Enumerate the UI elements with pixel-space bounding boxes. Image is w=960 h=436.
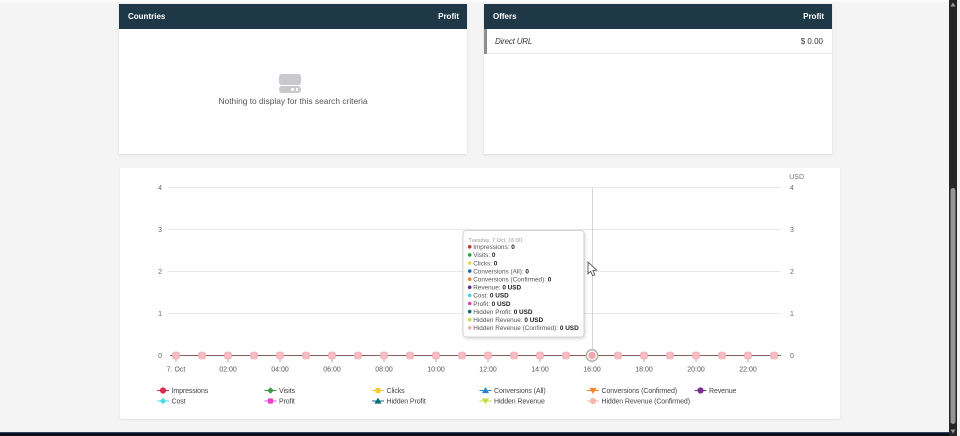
svg-text:10:00: 10:00 [427, 367, 445, 374]
svg-text:08:00: 08:00 [375, 367, 393, 374]
svg-text:Clicks: 0: Clicks: 0 [473, 260, 498, 267]
svg-text:2: 2 [158, 269, 162, 276]
svg-text:Conversions (Confirmed): Conversions (Confirmed) [602, 388, 678, 395]
svg-text:Cost: 0 USD: Cost: 0 USD [473, 293, 509, 300]
svg-text:1: 1 [790, 311, 794, 318]
svg-text:12:00: 12:00 [479, 367, 497, 374]
svg-text:Conversions (Confirmed): 0: Conversions (Confirmed): 0 [473, 277, 552, 284]
svg-text:20:00: 20:00 [687, 367, 705, 374]
svg-text:Hidden Revenue: 0 USD: Hidden Revenue: 0 USD [473, 317, 543, 324]
svg-text:02:00: 02:00 [219, 367, 237, 374]
svg-text:22:00: 22:00 [739, 367, 757, 374]
svg-text:Visits: Visits [279, 388, 296, 395]
svg-text:0: 0 [790, 353, 794, 360]
svg-text:3: 3 [790, 227, 794, 234]
svg-text:Conversions (All): 0: Conversions (All): 0 [473, 268, 529, 275]
svg-text:Hidden Revenue: Hidden Revenue [494, 399, 545, 406]
svg-text:04:00: 04:00 [271, 367, 289, 374]
svg-text:Hidden Profit: 0 USD: Hidden Profit: 0 USD [473, 309, 533, 316]
svg-text:4: 4 [158, 185, 162, 192]
svg-text:USD: USD [789, 174, 804, 181]
svg-text:Hidden Revenue (Confirmed): 0: Hidden Revenue (Confirmed): 0 USD [473, 325, 579, 332]
svg-text:Impressions: 0: Impressions: 0 [473, 244, 515, 251]
svg-text:Visits: 0: Visits: 0 [473, 252, 496, 259]
svg-text:14:00: 14:00 [531, 367, 549, 374]
svg-text:2: 2 [790, 269, 794, 276]
svg-text:Conversions (All): Conversions (All) [494, 388, 546, 395]
svg-text:1: 1 [158, 311, 162, 318]
svg-text:Hidden Profit: Hidden Profit [387, 399, 426, 406]
svg-text:0: 0 [158, 353, 162, 360]
svg-text:Revenue: Revenue [709, 388, 737, 395]
svg-text:Impressions: Impressions [172, 388, 209, 395]
svg-text:18:00: 18:00 [635, 367, 653, 374]
svg-text:Revenue: 0 USD: Revenue: 0 USD [473, 285, 521, 292]
svg-text:3: 3 [158, 227, 162, 234]
svg-text:Hidden Revenue (Confirmed): Hidden Revenue (Confirmed) [602, 399, 690, 406]
svg-text:4: 4 [790, 185, 794, 192]
svg-text:16:00: 16:00 [583, 367, 601, 374]
svg-text:Profit: Profit [279, 399, 295, 406]
svg-text:7. Oct: 7. Oct [167, 367, 186, 374]
svg-text:06:00: 06:00 [323, 367, 341, 374]
svg-text:Tuesday, 7 Oct, 16:00: Tuesday, 7 Oct, 16:00 [469, 238, 523, 244]
svg-text:Clicks: Clicks [387, 388, 406, 395]
svg-text:Profit: 0 USD: Profit: 0 USD [473, 301, 511, 308]
svg-text:Cost: Cost [172, 399, 186, 406]
